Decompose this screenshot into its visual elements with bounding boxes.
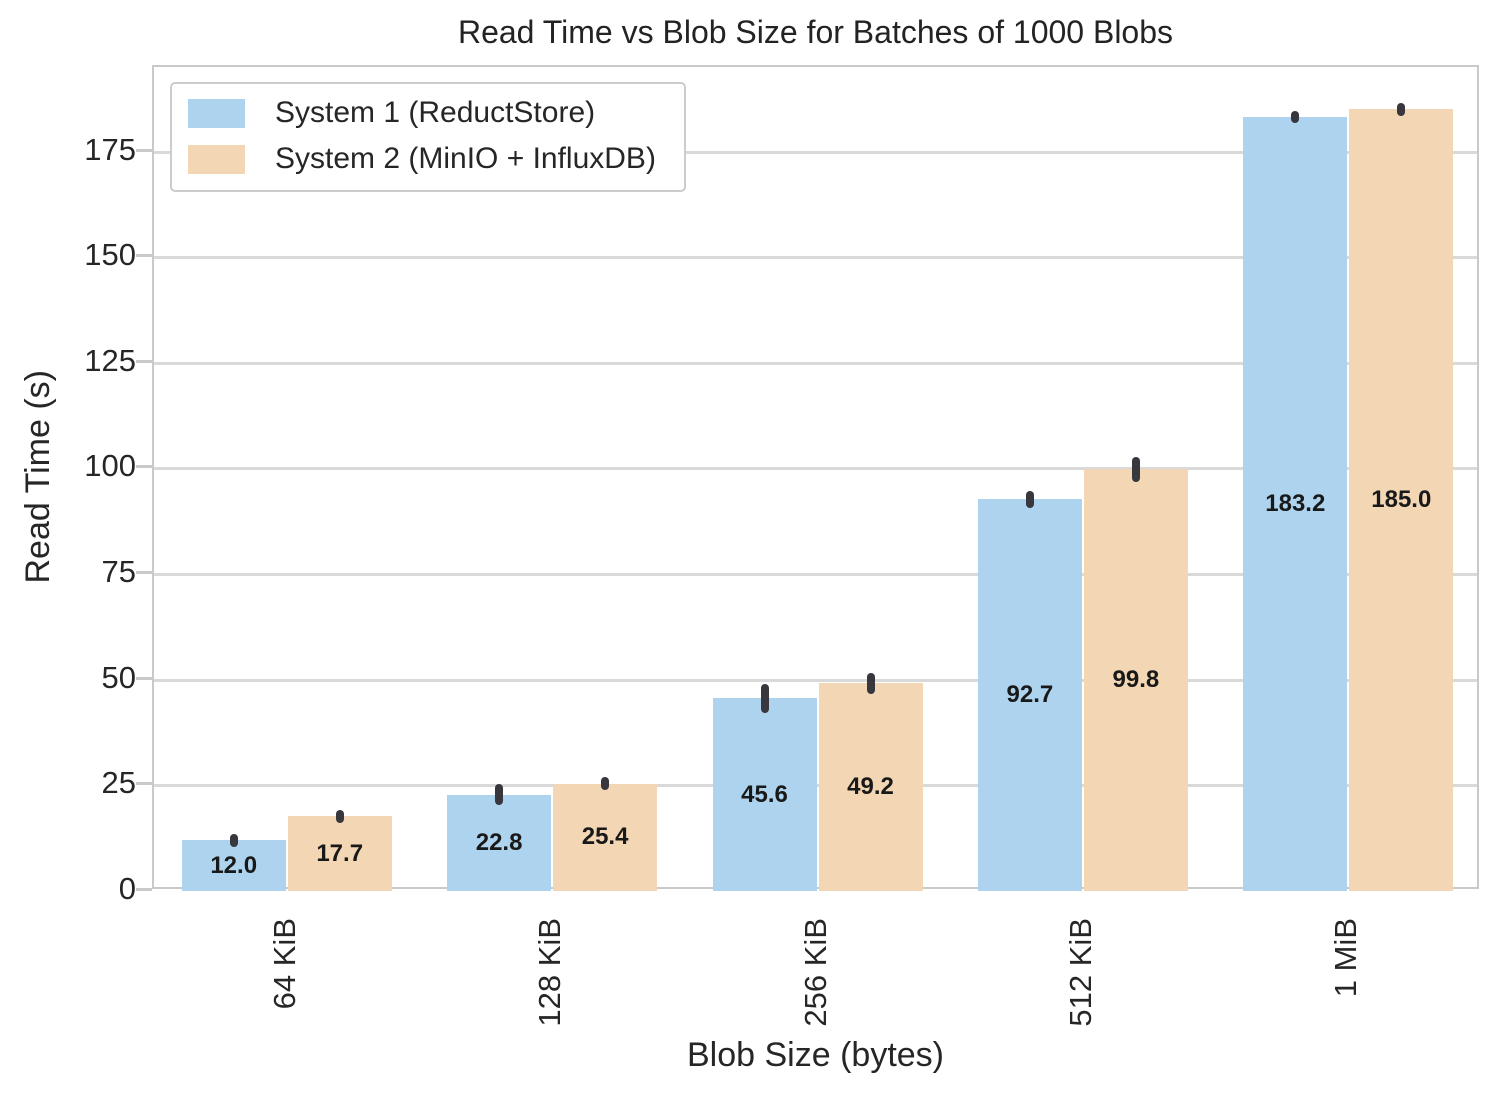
y-tick-label: 100 — [84, 448, 136, 484]
legend-items: System 1 (ReductStore) System 2 (MinIO + … — [188, 96, 656, 176]
bar-value-label: 12.0 — [210, 851, 258, 879]
legend-swatch-system1 — [188, 98, 245, 128]
bar-value-label: 49.2 — [847, 773, 894, 801]
y-gridline — [154, 573, 1477, 577]
legend-row-1: System 1 (ReductStore) — [188, 96, 656, 130]
bar-system2 — [287, 816, 392, 891]
y-tick-mark — [136, 571, 152, 575]
bar-value-label: 45.6 — [741, 780, 788, 808]
y-tick-label: 25 — [101, 765, 136, 801]
plot-area: 12.0 17.7 22.8 25.4 45.6 49.2 92.7 99.8 183.2 185… — [152, 65, 1479, 891]
bar-system1 — [712, 698, 817, 891]
x-tick-label: 256 KiB — [797, 918, 833, 1027]
error-bar — [1131, 456, 1140, 482]
bar-system1 — [447, 794, 552, 891]
bar-system1 — [1243, 116, 1348, 891]
chart-title: Read Time vs Blob Size for Batches of 10… — [457, 14, 1174, 50]
y-tick-mark — [136, 782, 152, 786]
y-tick-mark — [136, 465, 152, 469]
bar-value-label: 22.8 — [475, 828, 523, 856]
bar-value-label: 92.7 — [1006, 681, 1054, 709]
error-bar — [229, 833, 238, 847]
y-tick-label: 0 — [118, 871, 136, 906]
error-bar — [1291, 110, 1300, 124]
y-tick-mark — [136, 359, 152, 363]
y-tick-label: 75 — [101, 554, 136, 590]
y-tick-mark — [136, 888, 152, 891]
y-tick-label: 150 — [84, 237, 136, 273]
error-bar — [335, 809, 344, 823]
error-bar — [495, 784, 504, 806]
bar-system2 — [553, 783, 658, 891]
error-bar — [760, 683, 769, 714]
y-gridline — [154, 467, 1477, 471]
legend-row-2: System 2 (MinIO + InfluxDB) — [188, 142, 656, 176]
y-tick-label: 175 — [84, 131, 136, 167]
bar-system2 — [1083, 469, 1188, 891]
error-bar — [1397, 102, 1406, 116]
bar-value-label: 17.7 — [316, 839, 364, 867]
legend-label: System 2 (MinIO + InfluxDB) — [275, 142, 656, 175]
x-axis-label: Blob Size (bytes) — [687, 1036, 944, 1074]
error-bar — [866, 672, 875, 694]
y-tick-mark — [136, 254, 152, 258]
x-tick-label: 512 KiB — [1062, 918, 1098, 1027]
bar-value-label: 183.2 — [1265, 489, 1326, 517]
y-gridline — [154, 256, 1477, 260]
error-bar — [1025, 490, 1034, 508]
y-tick-label: 50 — [101, 659, 136, 695]
bar-value-label: 185.0 — [1371, 486, 1432, 514]
bar-value-label: 25.4 — [581, 823, 629, 851]
bar-value-label: 99.8 — [1112, 666, 1160, 694]
error-bar — [601, 777, 610, 790]
bar-system1 — [181, 840, 286, 891]
y-gridline — [154, 150, 1477, 154]
legend: System 1 (ReductStore) System 2 (MinIO + … — [170, 82, 686, 192]
bar-system2 — [818, 683, 923, 891]
y-gridline — [154, 678, 1477, 682]
bar-system1 — [977, 499, 1082, 891]
y-gridline — [154, 361, 1477, 365]
legend-swatch-system2 — [188, 144, 245, 174]
x-tick-label: 1 MiB — [1328, 918, 1364, 998]
x-tick-label: 128 KiB — [532, 918, 568, 1027]
bar-system2 — [1349, 109, 1454, 891]
y-tick-mark — [136, 148, 152, 152]
legend-label: System 1 (ReductStore) — [275, 96, 596, 129]
y-tick-mark — [136, 676, 152, 680]
y-tick-label: 125 — [84, 342, 136, 378]
x-tick-label: 64 KiB — [266, 918, 302, 1010]
